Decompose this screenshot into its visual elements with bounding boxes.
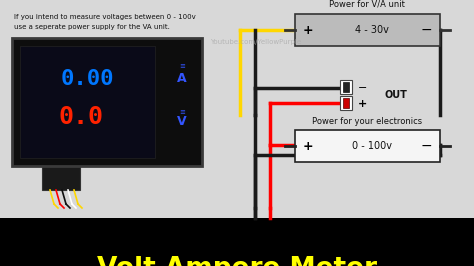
Text: 0.00: 0.00 [61,69,114,89]
Text: 0 - 100v: 0 - 100v [352,141,392,151]
Text: Volt Ampere Meter: Volt Ampere Meter [97,256,377,266]
Text: −: − [420,139,432,153]
Bar [42,166,80,190]
Text: 0.0: 0.0 [58,105,103,129]
Text: ≡: ≡ [179,109,185,115]
Text: +: + [358,99,367,109]
Text: Youtube.com/YellowPurple: Youtube.com/YellowPurple [210,39,301,45]
Bar [340,80,352,94]
Bar [295,130,440,162]
Text: −: − [358,83,367,93]
Text: −: − [420,23,432,37]
Bar [0,0,474,218]
Text: A: A [177,72,187,85]
Text: Power for your electronics: Power for your electronics [312,118,422,127]
Bar [343,82,349,92]
Text: If you intend to measure voltages between 0 - 100v
use a seperate power supply f: If you intend to measure voltages betwee… [14,15,196,30]
Text: Power for V/A unit: Power for V/A unit [329,0,405,9]
Text: ≡: ≡ [179,63,185,69]
Bar [20,46,155,158]
Text: V: V [177,115,187,128]
Bar [295,14,440,46]
Text: +: + [303,139,314,152]
Text: 4 - 30v: 4 - 30v [355,25,389,35]
Bar [340,96,352,110]
Text: +: + [303,23,314,36]
Text: OUT: OUT [385,90,408,100]
Bar [343,98,349,108]
Bar [12,38,202,166]
